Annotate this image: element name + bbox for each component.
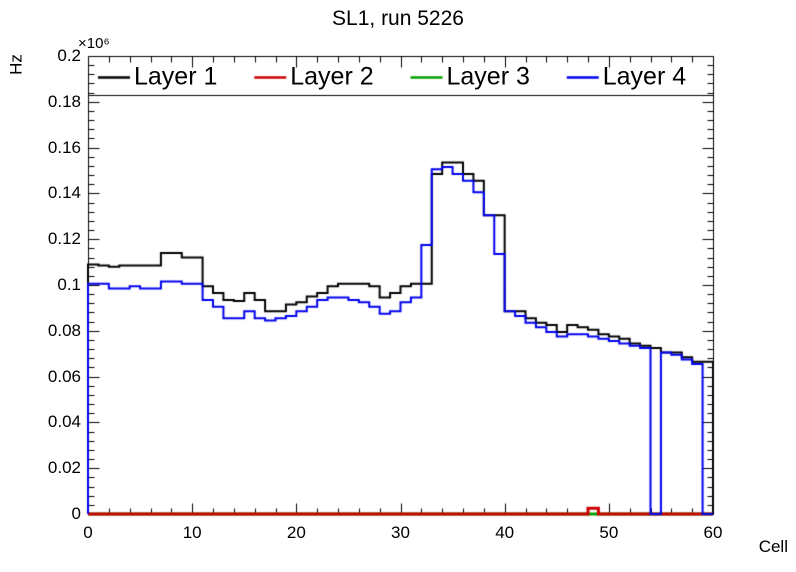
y-axis-tick-label: 0.08 xyxy=(47,320,81,340)
x-axis-tick-label: 60 xyxy=(703,523,723,542)
x-axis-tick-label: 20 xyxy=(286,523,306,542)
y-axis-tick-label: 0.16 xyxy=(47,137,81,157)
y-axis-tick-label: 0.02 xyxy=(47,458,81,478)
y-axis-tick-label: 0.14 xyxy=(47,183,81,203)
legend-label-1: Layer 1 xyxy=(134,62,218,90)
y-axis-tick-label: 0 xyxy=(71,504,81,523)
y-axis-tick-label: 0.18 xyxy=(47,91,81,111)
x-axis-tick-label: 0 xyxy=(83,523,93,542)
x-axis-tick-label: 30 xyxy=(391,523,410,542)
legend-label-2: Layer 2 xyxy=(290,62,374,90)
chart-title: SL1, run 5226 xyxy=(332,7,464,30)
x-axis-tick-label: 50 xyxy=(599,523,619,542)
y-axis-tick-label: 0.2 xyxy=(57,46,81,65)
legend-label-3: Layer 3 xyxy=(446,62,530,90)
y-axis-exponent-label: ×10⁶ xyxy=(78,35,110,52)
y-axis-tick-label: 0.12 xyxy=(47,229,81,249)
x-axis-tick-label: 40 xyxy=(495,523,515,542)
x-axis-title: Cell xyxy=(758,537,788,556)
y-axis-tick-label: 0.04 xyxy=(47,412,81,432)
x-axis-tick-label: 10 xyxy=(182,523,202,542)
y-axis-tick-label: 0.06 xyxy=(47,366,81,386)
legend-label-4: Layer 4 xyxy=(602,62,687,90)
y-axis-tick-label: 0.1 xyxy=(57,275,81,294)
y-axis-title: Hz xyxy=(6,54,26,75)
